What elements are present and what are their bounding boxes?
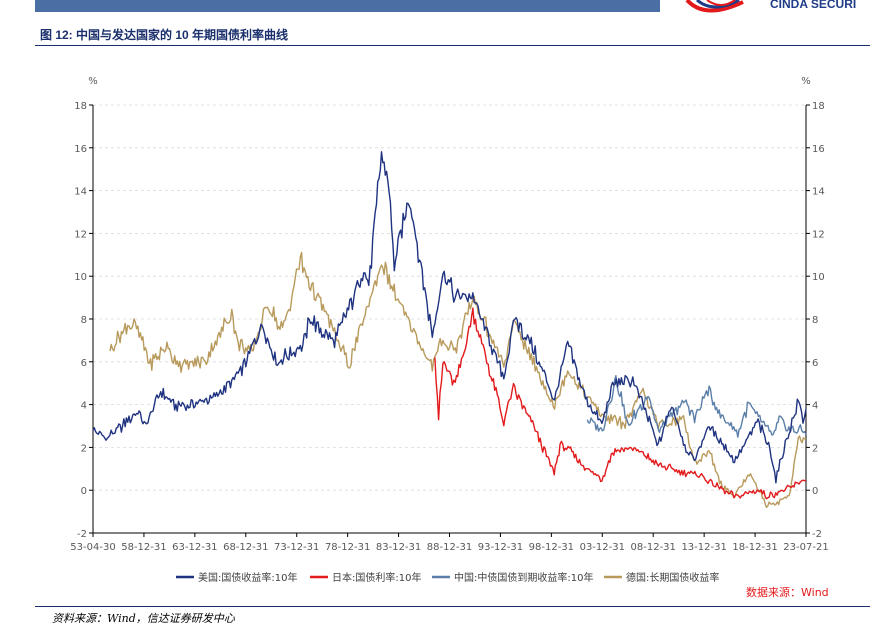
- left-tick-label: 2: [81, 443, 87, 454]
- legend-label: 德国:长期国债收益率: [626, 571, 719, 584]
- series-lines: [92, 151, 807, 509]
- right-tick-label: -2: [812, 529, 822, 540]
- x-tick-label: 08-12-31: [631, 542, 676, 553]
- right-tick-label: 18: [812, 101, 825, 112]
- header-band: [35, 0, 660, 12]
- left-tick-label: 0: [81, 486, 87, 497]
- right-tick-label: 14: [812, 187, 825, 198]
- x-tick-label: 78-12-31: [325, 542, 370, 553]
- left-tick-label: 8: [81, 315, 87, 326]
- left-tick-labels: -2 0 2 4 6 8 10 12 14 16 18: [74, 101, 87, 540]
- right-tick-labels: -2 0 2 4 6 8 10 12 14 16 18: [812, 101, 825, 540]
- legend-label: 美国:国债收益率:10年: [198, 571, 297, 584]
- x-tick-label: 53-04-30: [70, 542, 115, 553]
- x-tick-label: 98-12-31: [529, 542, 574, 553]
- x-tick-label: 13-12-31: [681, 542, 726, 553]
- series-line-3: [109, 251, 807, 509]
- x-tick-label: 63-12-31: [172, 542, 217, 553]
- x-tick-label: 93-12-31: [478, 542, 523, 553]
- right-tick-label: 10: [812, 272, 825, 283]
- left-tick-label: 4: [81, 401, 87, 412]
- x-tick-label: 83-12-31: [376, 542, 421, 553]
- left-tick-label: 14: [74, 187, 87, 198]
- x-tick-label: 23-07-21: [783, 542, 828, 553]
- right-tick-label: 16: [812, 144, 825, 155]
- right-tick-label: 2: [812, 443, 818, 454]
- x-tick-labels: 53-04-30 58-12-31 63-12-31 68-12-31 73-12-31…: [70, 542, 828, 553]
- right-tick-label: 6: [812, 358, 818, 369]
- right-tick-label: 4: [812, 401, 818, 412]
- x-tick-label: 18-12-31: [732, 542, 777, 553]
- series-line-1: [434, 307, 807, 500]
- left-tick-label: 10: [74, 272, 87, 283]
- legend: 美国:国债收益率:10年 日本:国债利率:10年 中国:中债国债到期收益率:10年 德…: [176, 571, 719, 584]
- x-tick-label: 73-12-31: [274, 542, 319, 553]
- legend-label: 日本:国债利率:10年: [332, 571, 421, 584]
- figure-title: 图 12: 中国与发达国家的 10 年期国债利率曲线: [40, 28, 289, 42]
- left-tick-label: 18: [74, 101, 87, 112]
- right-tick-label: 8: [812, 315, 818, 326]
- series-line-2: [586, 375, 807, 438]
- axes: [89, 104, 810, 537]
- x-tick-label: 88-12-31: [427, 542, 472, 553]
- right-axis-unit: %: [801, 76, 811, 87]
- left-tick-label: 16: [74, 144, 87, 155]
- data-source-label: 数据来源：Wind: [746, 586, 829, 599]
- gridlines: [93, 104, 806, 491]
- footer-note: 资料来源：Wind，信达证券研发中心: [52, 612, 235, 625]
- cinda-logo-icon: [685, 0, 744, 13]
- left-tick-label: 6: [81, 358, 87, 369]
- x-tick-label: 58-12-31: [121, 542, 166, 553]
- x-tick-label: 68-12-31: [223, 542, 268, 553]
- left-tick-label: 12: [74, 229, 87, 240]
- x-tick-label: 03-12-31: [580, 542, 625, 553]
- series-line-0: [92, 151, 807, 484]
- legend-label: 中国:中债国债到期收益率:10年: [454, 571, 593, 584]
- title-divider: [35, 45, 870, 46]
- right-tick-label: 12: [812, 229, 825, 240]
- left-tick-label: -2: [77, 529, 87, 540]
- brand-name: CINDA SECURI: [770, 0, 857, 11]
- left-axis-unit: %: [88, 76, 98, 87]
- right-tick-label: 0: [812, 486, 818, 497]
- footer-divider: [35, 606, 870, 607]
